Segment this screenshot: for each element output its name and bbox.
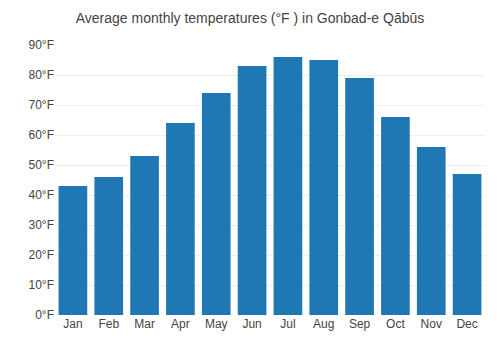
svg-text:20°F: 20°F [29, 248, 54, 262]
svg-text:Sep: Sep [349, 317, 371, 331]
svg-text:80°F: 80°F [29, 68, 54, 82]
svg-text:40°F: 40°F [29, 188, 54, 202]
svg-text:0°F: 0°F [35, 308, 54, 322]
svg-text:Jan: Jan [63, 317, 82, 331]
svg-text:90°F: 90°F [29, 38, 54, 52]
svg-text:Feb: Feb [98, 317, 119, 331]
svg-text:Jun: Jun [242, 317, 261, 331]
svg-text:Average monthly temperatures (: Average monthly temperatures (°F ) in Go… [76, 10, 425, 26]
svg-text:Apr: Apr [171, 317, 190, 331]
svg-text:50°F: 50°F [29, 158, 54, 172]
svg-text:70°F: 70°F [29, 98, 54, 112]
svg-text:30°F: 30°F [29, 218, 54, 232]
svg-text:10°F: 10°F [29, 278, 54, 292]
svg-text:Jul: Jul [280, 317, 295, 331]
svg-text:Oct: Oct [386, 317, 405, 331]
svg-text:Aug: Aug [313, 317, 334, 331]
svg-text:Mar: Mar [134, 317, 155, 331]
svg-text:60°F: 60°F [29, 128, 54, 142]
svg-text:Dec: Dec [456, 317, 477, 331]
svg-text:Nov: Nov [421, 317, 442, 331]
svg-text:May: May [205, 317, 228, 331]
